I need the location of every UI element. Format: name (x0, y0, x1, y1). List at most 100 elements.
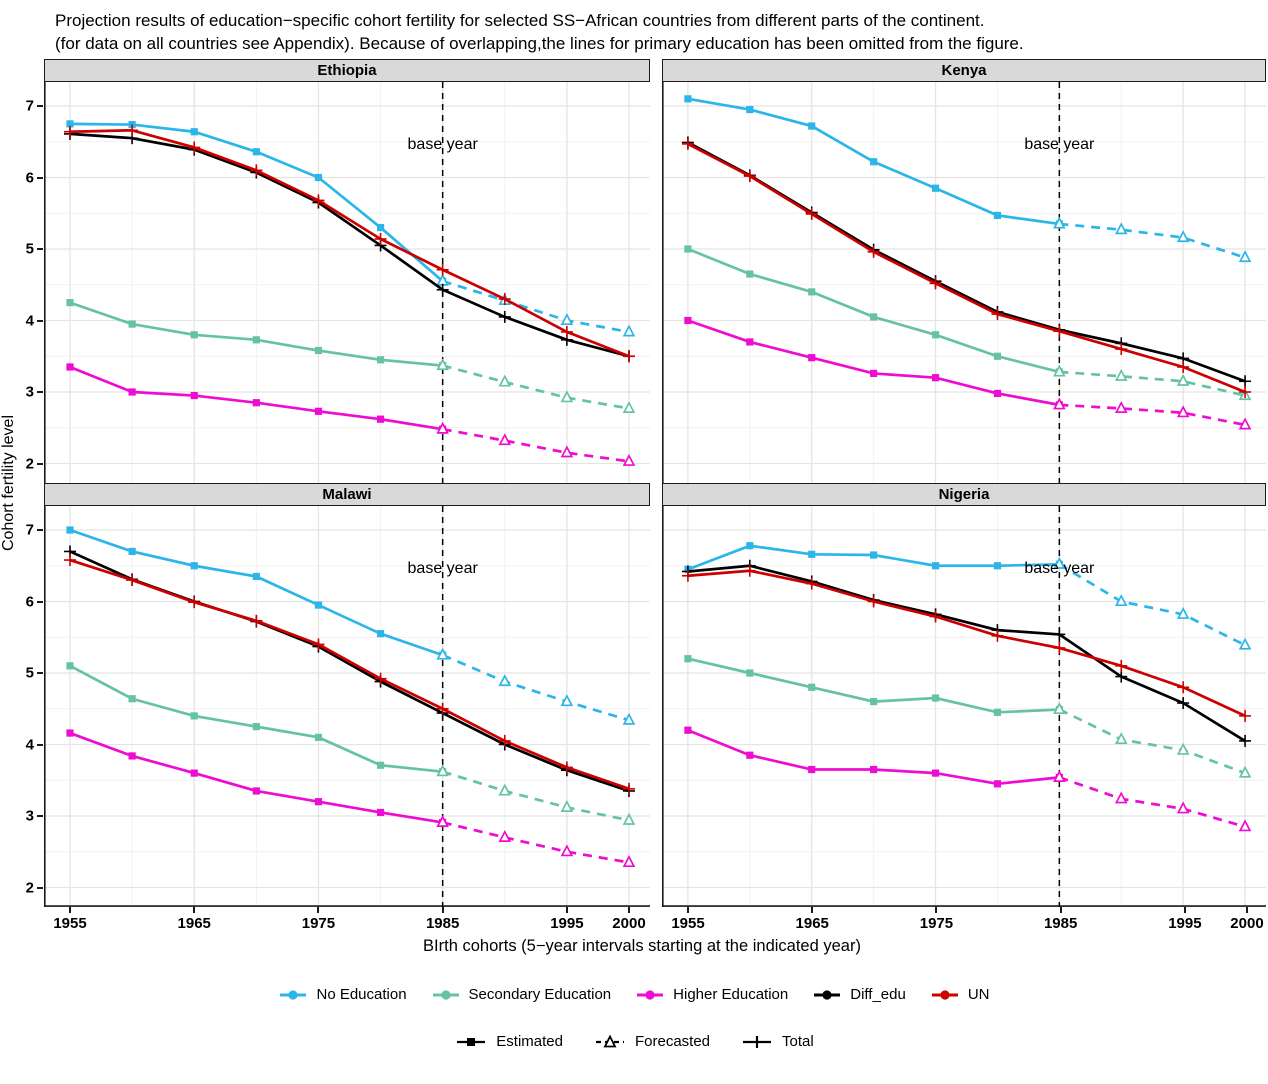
figure-title: Projection results of education−specific… (0, 0, 1268, 55)
legend-key-secondary_education (432, 989, 459, 1000)
forecasted-marker (1053, 769, 1066, 782)
estimated-marker (684, 655, 692, 663)
x-tick-mark (811, 907, 814, 913)
estimated-marker (870, 369, 878, 378)
estimated-marker (190, 128, 198, 136)
y-tick-label: 4 (25, 736, 34, 753)
y-tick-mark (37, 105, 43, 107)
estimated-marker (993, 780, 1002, 788)
estimated-marker (66, 120, 74, 128)
forecasted-marker (560, 844, 574, 857)
panel-header-kenya: Kenya (662, 59, 1266, 82)
estimated-marker (128, 695, 136, 703)
estimated-marker (931, 374, 940, 382)
forecasted-marker (560, 313, 574, 326)
estimated-marker (993, 708, 1002, 716)
forecasted-marker (1238, 765, 1252, 778)
y-tick-label: 2 (25, 455, 34, 472)
x-tick-label: 1975 (919, 915, 954, 932)
forecasted-marker (622, 324, 636, 337)
forecasted-marker (498, 374, 512, 387)
estimated-marker (808, 683, 816, 691)
x-tick-label: 1965 (177, 915, 211, 932)
estimated-marker (190, 769, 198, 777)
y-tick-mark (37, 815, 43, 817)
x-axis-ticks-right-column: 1955 1965 1975 1985 1995 2000 (662, 907, 1266, 934)
forecasted-marker (1114, 791, 1128, 804)
x-tick-mark (69, 907, 71, 913)
y-tick-label: 4 (25, 312, 34, 329)
forecasted-marker (1176, 405, 1190, 418)
estimated-marker (314, 733, 323, 741)
forecasted-marker (1114, 222, 1128, 235)
estimated-marker (684, 95, 692, 103)
x-tick-mark (317, 907, 320, 913)
estimated-marker (252, 572, 260, 581)
y-tick-label: 7 (25, 97, 34, 115)
legend-key-plus (743, 1035, 772, 1048)
estimated-marker (128, 547, 136, 556)
plot-panel-ethiopia: base year (44, 82, 650, 483)
forecasted-marker (1053, 216, 1066, 229)
legend-key-diff_edu (814, 989, 841, 1000)
y-tick-mark (37, 529, 43, 531)
estimated-marker (870, 313, 878, 321)
estimated-marker (808, 765, 816, 774)
estimated-marker (931, 562, 940, 570)
forecasted-marker (622, 453, 636, 466)
estimated-marker (376, 223, 385, 232)
forecasted-marker (1176, 606, 1190, 619)
x-tick-label: 1975 (301, 915, 336, 932)
forecasted-marker (498, 433, 512, 446)
estimated-marker (870, 698, 878, 706)
legend-item-plus: Total (740, 1033, 814, 1050)
legend-item-diff_edu: Diff_edu (812, 986, 906, 1003)
forecasted-marker (436, 764, 449, 777)
estimated-marker (931, 331, 940, 339)
estimated-marker (870, 765, 878, 774)
estimated-marker (746, 338, 754, 346)
plot-panel-malawi: base year (44, 506, 650, 907)
legend-item-higher_education: Higher Education (635, 986, 788, 1003)
forecasted-marker (1238, 250, 1252, 263)
x-tick-mark (193, 907, 196, 913)
forecasted-marker (1238, 417, 1252, 430)
x-tick-label: 1955 (671, 915, 705, 932)
legend-label: Higher Education (673, 986, 789, 1003)
legend-item-un: UN (930, 986, 990, 1003)
y-tick-mark (37, 743, 43, 746)
forecasted-marker (436, 358, 449, 371)
estimated-marker (252, 148, 260, 156)
legend-item-square: Estimated (454, 1033, 563, 1050)
estimated-marker (252, 399, 260, 407)
estimated-marker (314, 346, 323, 355)
legend-key-no_education (280, 989, 307, 1000)
forecasted-marker (1053, 364, 1066, 377)
forecasted-marker (498, 783, 512, 796)
estimated-marker (993, 562, 1002, 570)
estimated-marker (746, 669, 754, 677)
estimated-marker (376, 761, 385, 769)
y-tick-label: 7 (25, 521, 34, 539)
forecasted-marker (1114, 401, 1128, 413)
forecasted-marker (560, 799, 574, 812)
estimated-marker (993, 211, 1002, 219)
forecasted-marker (622, 401, 636, 413)
y-tick-mark (37, 462, 43, 465)
y-tick-mark (37, 886, 43, 889)
forecasted-marker (560, 445, 574, 458)
legend-label: Secondary Education (468, 986, 612, 1003)
x-tick-label: 1985 (425, 915, 460, 932)
forecasted-marker (1114, 732, 1128, 745)
x-tick-label: 2000 (1230, 915, 1264, 932)
estimated-marker (66, 662, 74, 670)
x-tick-mark (1183, 907, 1186, 913)
panel-header-nigeria: Nigeria (662, 483, 1266, 506)
forecasted-marker (498, 674, 512, 687)
estimated-marker (931, 184, 940, 192)
y-tick-label: 6 (25, 169, 34, 186)
base-year-annotation: base year (1024, 136, 1095, 153)
forecasted-marker (1053, 556, 1066, 569)
forecasted-marker (436, 815, 449, 827)
